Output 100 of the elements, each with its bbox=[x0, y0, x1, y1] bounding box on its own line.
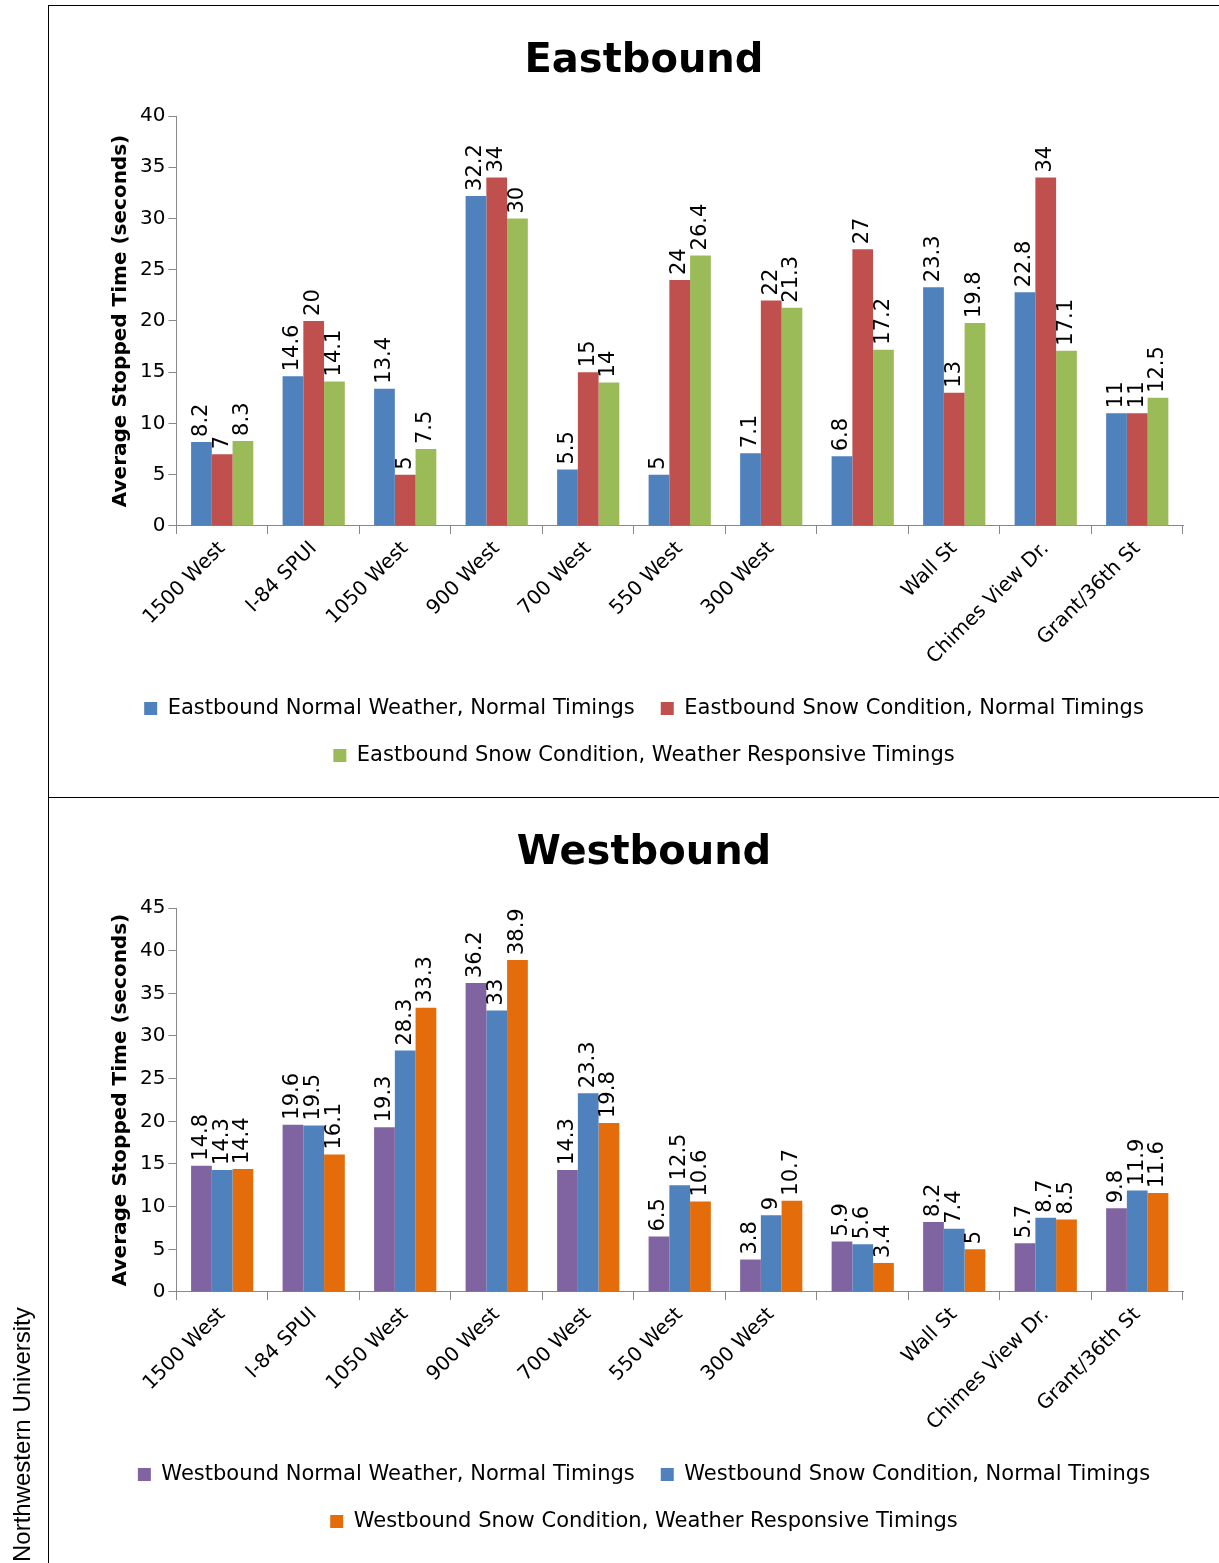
data-label: 38.9 bbox=[503, 908, 528, 956]
bar bbox=[191, 1165, 212, 1292]
data-label: 13.4 bbox=[370, 336, 395, 384]
bar bbox=[1035, 177, 1057, 526]
y-tick-label: 10 bbox=[140, 409, 166, 434]
data-label: 27 bbox=[849, 217, 874, 245]
y-tick-label: 5 bbox=[152, 460, 166, 485]
data-label: 14.6 bbox=[279, 324, 304, 372]
bar bbox=[648, 474, 670, 526]
data-label: 30 bbox=[503, 186, 528, 214]
bar bbox=[669, 279, 691, 526]
y-tick-label: 25 bbox=[140, 1064, 166, 1089]
bar bbox=[1056, 1219, 1077, 1292]
bar bbox=[1106, 1208, 1127, 1292]
bar bbox=[923, 287, 944, 526]
bar bbox=[760, 300, 782, 526]
bar bbox=[1014, 292, 1036, 526]
bar bbox=[648, 1236, 670, 1292]
bar bbox=[1106, 413, 1127, 526]
bar bbox=[1147, 397, 1169, 526]
data-label: 14.3 bbox=[553, 1118, 578, 1165]
bar bbox=[923, 1222, 944, 1292]
bar bbox=[577, 1093, 599, 1292]
bar bbox=[557, 1169, 578, 1292]
y-tick-label: 15 bbox=[140, 358, 166, 383]
y-tick-label: 35 bbox=[140, 153, 166, 178]
legend-label: Westbound Snow Condition, Weather Responsive Timings bbox=[353, 1507, 958, 1532]
y-axis-title: Average Stopped Time (seconds) bbox=[107, 134, 132, 508]
bar bbox=[740, 1259, 761, 1292]
bar bbox=[760, 1215, 782, 1292]
data-label: 19.3 bbox=[370, 1075, 395, 1123]
legend-label: Westbound Snow Condition, Normal Timings bbox=[684, 1460, 1151, 1485]
bar bbox=[873, 1262, 894, 1292]
bar bbox=[781, 307, 803, 526]
bar bbox=[415, 449, 437, 526]
bar bbox=[557, 469, 578, 526]
text: Northwestern University bbox=[8, 1307, 36, 1562]
data-label: 24 bbox=[666, 248, 691, 275]
bar bbox=[191, 441, 212, 526]
bar bbox=[690, 1201, 711, 1292]
bar bbox=[507, 960, 528, 1292]
bar bbox=[1014, 1243, 1036, 1292]
y-tick-label: 40 bbox=[140, 102, 166, 127]
bar bbox=[943, 392, 965, 526]
y-tick-label: 40 bbox=[140, 936, 166, 961]
bar bbox=[303, 1125, 325, 1292]
bar bbox=[781, 1200, 803, 1292]
y-tick-label: 15 bbox=[140, 1150, 166, 1175]
bar bbox=[852, 1244, 874, 1292]
bar bbox=[211, 454, 233, 526]
bar bbox=[690, 255, 711, 526]
data-label: 36.2 bbox=[462, 931, 487, 979]
data-label: 13 bbox=[940, 360, 965, 388]
data-label: 14.1 bbox=[320, 329, 345, 377]
data-label: 19.8 bbox=[961, 271, 986, 319]
y-tick-label: 45 bbox=[140, 894, 166, 919]
bar bbox=[1126, 1190, 1148, 1292]
bar bbox=[598, 382, 620, 526]
bar bbox=[282, 376, 304, 526]
data-label: 7 bbox=[208, 435, 233, 450]
data-label: 20 bbox=[300, 289, 325, 316]
chart-title: Westbound bbox=[516, 827, 772, 874]
bar bbox=[374, 388, 395, 526]
bar bbox=[486, 177, 508, 526]
bar bbox=[232, 1169, 254, 1292]
data-label: 17.1 bbox=[1052, 298, 1077, 346]
legend-label: Eastbound Normal Weather, Normal Timings bbox=[167, 694, 635, 719]
legend-label: Eastbound Snow Condition, Weather Responsive Timings bbox=[356, 741, 955, 766]
bar bbox=[394, 474, 416, 526]
y-tick-label: 5 bbox=[152, 1235, 166, 1260]
data-label: 17.2 bbox=[869, 297, 894, 345]
bar bbox=[852, 249, 874, 526]
bar bbox=[964, 1249, 986, 1292]
bar bbox=[232, 440, 254, 526]
data-label: 6.8 bbox=[828, 417, 853, 452]
y-axis-title: Average Stopped Time (seconds) bbox=[107, 913, 132, 1287]
bar bbox=[831, 456, 853, 526]
bar bbox=[943, 1228, 965, 1292]
bar bbox=[1056, 350, 1077, 526]
bar bbox=[486, 1010, 508, 1292]
y-tick-label: 30 bbox=[140, 1022, 166, 1047]
y-tick-label: 0 bbox=[152, 512, 166, 537]
data-label: 22.8 bbox=[1011, 240, 1036, 288]
bar bbox=[577, 372, 599, 526]
bar bbox=[324, 1154, 345, 1292]
bar bbox=[324, 381, 345, 526]
y-tick-label: 25 bbox=[140, 255, 166, 280]
data-label: 5.5 bbox=[553, 431, 578, 465]
bar bbox=[211, 1169, 233, 1292]
data-label: 7.5 bbox=[412, 410, 437, 445]
data-label: 10.7 bbox=[778, 1148, 803, 1196]
bar bbox=[669, 1185, 691, 1292]
data-label: 5 bbox=[645, 456, 670, 470]
data-label: 5 bbox=[961, 1230, 986, 1245]
bar bbox=[873, 349, 894, 526]
data-label: 33 bbox=[483, 978, 508, 1006]
y-tick-label: 20 bbox=[140, 307, 166, 332]
data-label: 6.5 bbox=[645, 1198, 670, 1232]
bar bbox=[507, 218, 528, 526]
bar bbox=[598, 1123, 620, 1292]
